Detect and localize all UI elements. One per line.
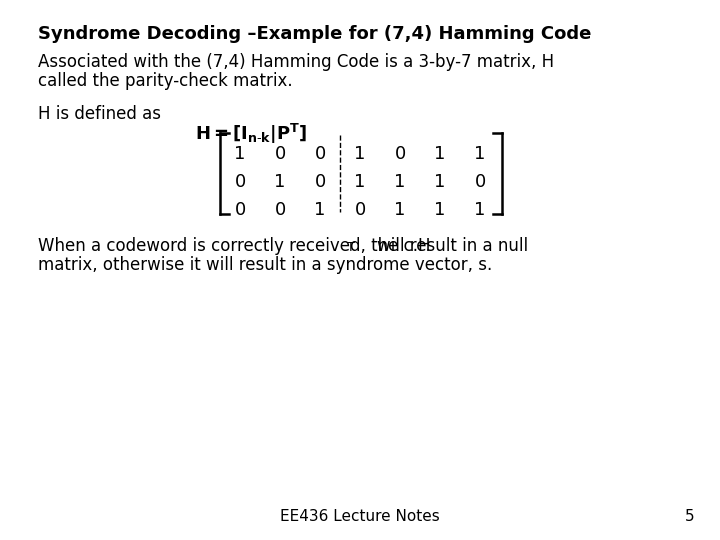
Text: 0: 0 — [274, 201, 286, 219]
Text: 0: 0 — [315, 173, 325, 191]
Text: 1: 1 — [434, 173, 446, 191]
Text: 0: 0 — [395, 145, 405, 163]
Text: 1: 1 — [354, 173, 366, 191]
Text: 0: 0 — [235, 173, 246, 191]
Text: 1: 1 — [395, 201, 405, 219]
Text: EE436 Lecture Notes: EE436 Lecture Notes — [280, 509, 440, 524]
Text: Syndrome Decoding –Example for (7,4) Hamming Code: Syndrome Decoding –Example for (7,4) Ham… — [38, 25, 591, 43]
Text: 1: 1 — [274, 173, 286, 191]
Text: called the parity-check matrix.: called the parity-check matrix. — [38, 72, 292, 90]
Text: 0: 0 — [315, 145, 325, 163]
Text: 0: 0 — [235, 201, 246, 219]
Text: $\mathbf{H = [I_{n\text{-}k}|P^T]}$: $\mathbf{H = [I_{n\text{-}k}|P^T]}$ — [195, 122, 307, 146]
Text: 1: 1 — [434, 201, 446, 219]
Text: 1: 1 — [354, 145, 366, 163]
Text: H is defined as: H is defined as — [38, 105, 161, 123]
Text: Associated with the (7,4) Hamming Code is a 3-by-7 matrix, H: Associated with the (7,4) Hamming Code i… — [38, 53, 554, 71]
Text: 5: 5 — [685, 509, 695, 524]
Text: 1: 1 — [474, 145, 486, 163]
Text: 1: 1 — [395, 173, 405, 191]
Text: will result in a null: will result in a null — [356, 237, 528, 255]
Text: T: T — [347, 241, 355, 254]
Text: matrix, otherwise it will result in a syndrome vector, s.: matrix, otherwise it will result in a sy… — [38, 256, 492, 274]
Text: 0: 0 — [354, 201, 366, 219]
Text: 0: 0 — [474, 173, 485, 191]
Text: When a codeword is correctly received, the c.H: When a codeword is correctly received, t… — [38, 237, 431, 255]
Text: 0: 0 — [274, 145, 286, 163]
Text: 1: 1 — [234, 145, 246, 163]
Text: 1: 1 — [434, 145, 446, 163]
Text: 1: 1 — [474, 201, 486, 219]
Text: 1: 1 — [315, 201, 325, 219]
